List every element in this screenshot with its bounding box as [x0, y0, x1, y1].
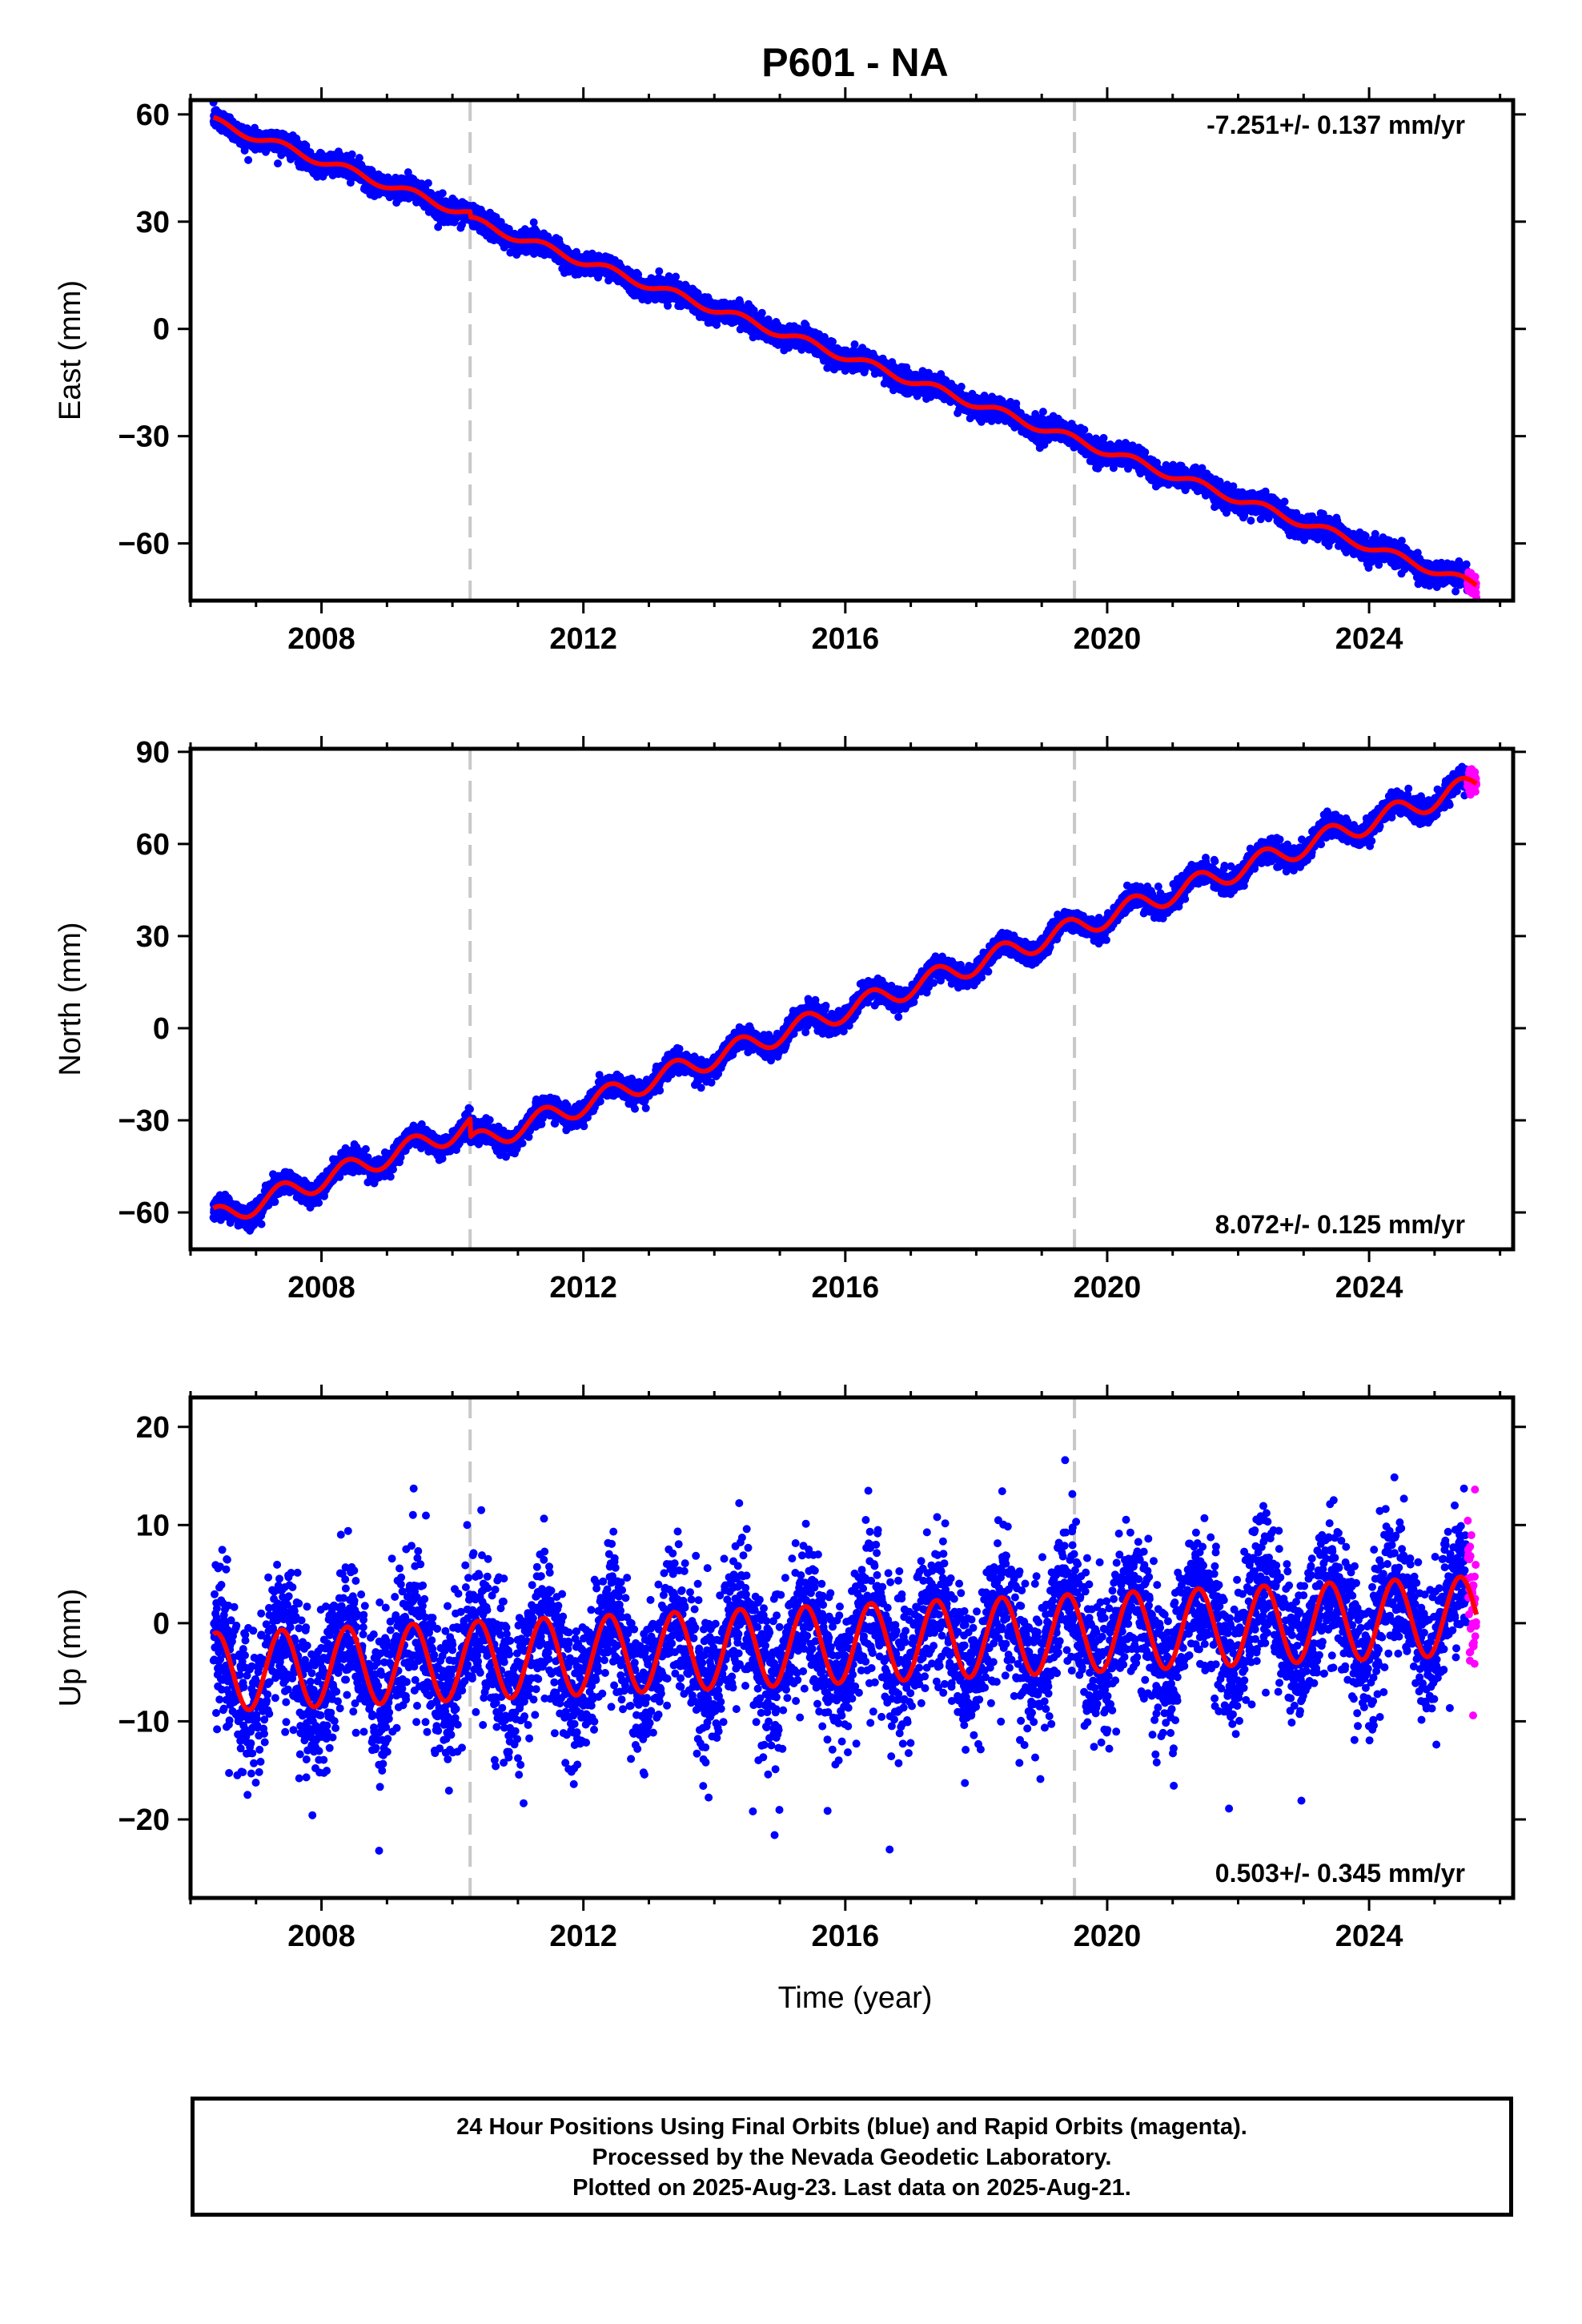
- footer-line-2: Processed by the Nevada Geodetic Laborat…: [592, 2145, 1112, 2170]
- x-tick-label-north: 2020: [1074, 1271, 1142, 1305]
- x-tick-label-north: 2012: [549, 1271, 617, 1305]
- x-tick-label-up: 2024: [1335, 1920, 1403, 1953]
- y-tick-label-up: −20: [118, 1803, 170, 1837]
- panels: 2008 2012 2016 2020 2024 −60 −30 0 30 60 East (mm)…: [54, 87, 1526, 1953]
- x-tick-label-north: 2008: [287, 1271, 355, 1305]
- x-tick-label-east: 2016: [812, 622, 880, 656]
- x-tick-label-up: 2020: [1074, 1920, 1142, 1953]
- y-tick-label-north: −60: [118, 1196, 170, 1230]
- x-tick-label-east: 2024: [1335, 622, 1403, 656]
- rate-annotation-north: 8.072+/- 0.125 mm/yr: [1215, 1210, 1465, 1239]
- y-tick-label-up: −10: [118, 1705, 170, 1739]
- y-tick-label-north: 60: [136, 828, 170, 862]
- y-tick-label-east: 30: [136, 206, 170, 239]
- y-tick-label-east: 0: [153, 313, 170, 347]
- y-tick-label-east: −30: [118, 420, 170, 454]
- footer-line-1: 24 Hour Positions Using Final Orbits (bl…: [456, 2114, 1247, 2140]
- plot-area-up: [209, 1397, 1480, 1898]
- y-tick-label-up: 0: [153, 1607, 170, 1641]
- x-tick-label-up: 2016: [812, 1920, 880, 1953]
- x-tick-label-up: 2008: [287, 1920, 355, 1953]
- y-axis-label-east: East (mm): [54, 280, 87, 420]
- plot-area-east: [209, 100, 1481, 601]
- final-orbits-points-east: [209, 100, 1472, 596]
- model-fit-line-east: [211, 115, 1479, 588]
- rate-annotation-up: 0.503+/- 0.345 mm/yr: [1215, 1859, 1465, 1888]
- x-tick-label-east: 2012: [549, 622, 617, 656]
- footer-line-3: Plotted on 2025-Aug-23. Last data on 202…: [572, 2175, 1131, 2201]
- plot-area-north: [209, 749, 1481, 1249]
- rate-annotation-east: -7.251+/- 0.137 mm/yr: [1207, 111, 1465, 139]
- footer-caption-box: 24 Hour Positions Using Final Orbits (bl…: [191, 2097, 1513, 2217]
- x-tick-label-north: 2016: [812, 1271, 880, 1305]
- x-tick-label-north: 2024: [1335, 1271, 1403, 1305]
- final-orbits-points-up: [209, 1456, 1472, 1855]
- model-fit-line-north: [211, 775, 1479, 1220]
- y-tick-label-east: 60: [136, 99, 170, 132]
- y-tick-label-north: 30: [136, 920, 170, 954]
- y-tick-label-up: 10: [136, 1509, 170, 1542]
- y-tick-label-north: 90: [136, 736, 170, 770]
- frame-east: [188, 98, 1516, 603]
- y-axis-label-up: Up (mm): [54, 1589, 87, 1707]
- x-axis-label: Time (year): [778, 1981, 933, 2015]
- chart-title: P601 - NA: [761, 40, 948, 85]
- y-axis-label-north: North (mm): [54, 922, 87, 1076]
- y-tick-label-east: −60: [118, 528, 170, 561]
- y-tick-label-north: −30: [118, 1104, 170, 1138]
- panel-north: 2008 2012 2016 2020 2024 −60 −30 0 30 60 90 North (…: [54, 736, 1526, 1305]
- y-tick-label-up: 20: [136, 1411, 170, 1445]
- final-orbits-points-north: [209, 762, 1472, 1235]
- frame-up: [188, 1395, 1516, 1900]
- frame-north: [188, 746, 1516, 1252]
- panel-up: 2008 2012 2016 2020 2024 −20 −10 0 10 20 Up (mm) 0.…: [54, 1385, 1526, 1953]
- x-tick-label-east: 2020: [1074, 622, 1142, 656]
- y-tick-label-north: 0: [153, 1012, 170, 1046]
- x-tick-label-east: 2008: [287, 622, 355, 656]
- panel-east: 2008 2012 2016 2020 2024 −60 −30 0 30 60 East (mm)…: [54, 87, 1526, 656]
- x-tick-label-up: 2012: [549, 1920, 617, 1953]
- model-fit-line-up: [211, 1574, 1480, 1713]
